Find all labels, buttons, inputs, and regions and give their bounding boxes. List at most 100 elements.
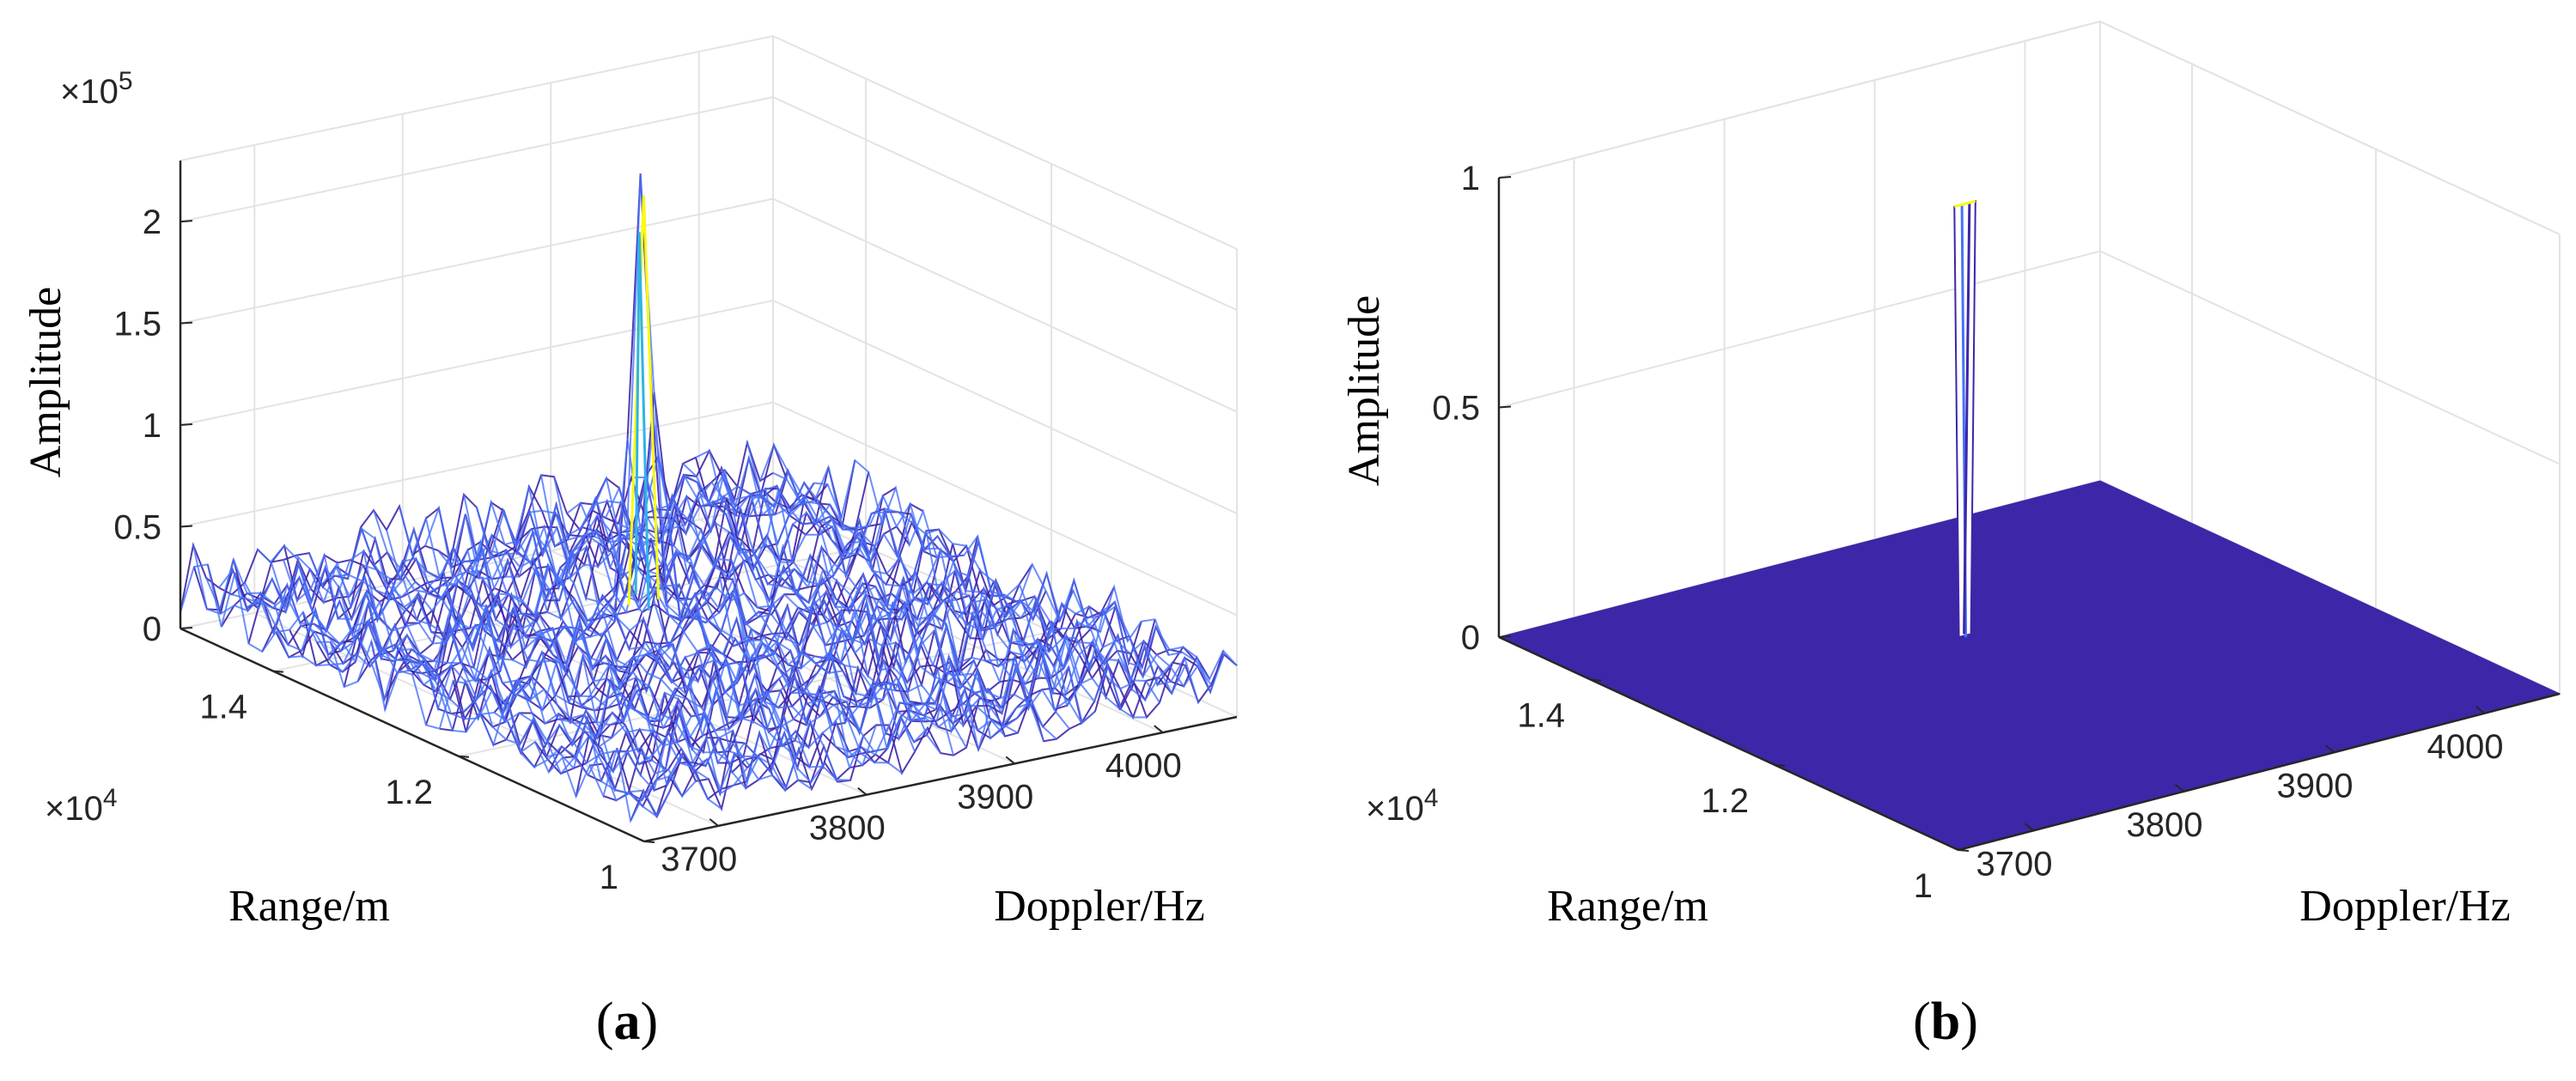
chart-a-mesh-column bbox=[643, 457, 1109, 708]
chart-b-x-tick bbox=[2475, 705, 2486, 714]
chart-a-surface bbox=[180, 173, 1238, 824]
chart-b-z-tick-label: 1 bbox=[1461, 160, 1480, 197]
chart-a-mesh-column bbox=[656, 474, 1122, 709]
chart-a-z-tick-label: 1.5 bbox=[113, 306, 161, 343]
chart-a-mesh-column bbox=[437, 513, 903, 774]
chart-a-mesh-column bbox=[772, 459, 1238, 681]
chart-a-mesh-column bbox=[257, 549, 722, 810]
chart-a-mesh-column bbox=[424, 504, 890, 759]
chart-a-mesh-column bbox=[566, 501, 1032, 729]
chart-b-x-tick bbox=[2024, 823, 2035, 832]
chart-a-mesh-column bbox=[399, 506, 864, 770]
chart-b-x-tick-label: 3900 bbox=[2277, 767, 2354, 805]
chart-b-surface bbox=[1497, 199, 2561, 851]
chart-b-y-tick bbox=[1774, 763, 1786, 767]
chart-a-panel-label: (a) bbox=[596, 993, 658, 1051]
chart-b-x-tick-label: 4000 bbox=[2427, 728, 2504, 766]
chart-b-y-tick bbox=[1590, 678, 1602, 682]
chart-a-ticks: 0 0.5 1 1.5 2 1 1.2 1.4 3700 3800 3900 4000 bbox=[113, 203, 1181, 896]
chart-b-z-tick bbox=[1498, 176, 1512, 179]
chart-a-mesh-column bbox=[515, 486, 980, 728]
chart-a-z-tick-label: 0.5 bbox=[113, 509, 161, 547]
chart-a-mesh-column bbox=[386, 525, 851, 781]
chart-a-z-tick-label: 2 bbox=[143, 203, 161, 241]
chart-a-mesh-column bbox=[334, 574, 800, 793]
chart-b-peak-mark bbox=[1963, 202, 1971, 635]
chart-b-z-tick bbox=[1498, 635, 1512, 638]
chart-b-z-tick-label: 0 bbox=[1461, 619, 1480, 657]
chart-a-mesh-column bbox=[618, 494, 1083, 723]
chart-a-mesh-column bbox=[695, 449, 1160, 703]
chart-a-mesh-column bbox=[476, 173, 941, 754]
chart-a-mesh-column bbox=[450, 531, 916, 753]
chart-a-axes bbox=[179, 161, 1238, 843]
chart-a-y-tick bbox=[272, 670, 284, 673]
chart-a-mesh-column bbox=[527, 509, 993, 750]
chart-b-y-tick-label: 1.4 bbox=[1517, 697, 1565, 735]
chart-panel-a: 0 0.5 1 1.5 2 1 1.2 1.4 3700 3800 3900 4000 ×105 ×1… bbox=[21, 34, 1238, 1051]
chart-a-x-axis bbox=[643, 715, 1238, 843]
chart-b-x-tick bbox=[2324, 744, 2335, 754]
chart-a-mesh-column bbox=[682, 463, 1148, 719]
chart-a-x-tick-label: 4000 bbox=[1105, 747, 1182, 785]
chart-a-mesh-column bbox=[270, 544, 735, 792]
chart-panel-b: 0 0.5 1 1 1.2 1.4 3700 3800 3900 4000 ×104 Amplit… bbox=[1340, 20, 2561, 1051]
chart-b-x-tick-label: 3800 bbox=[2127, 806, 2203, 844]
chart-b-y-exponent: ×104 bbox=[1366, 784, 1439, 828]
chart-a-x-tick-label: 3900 bbox=[957, 778, 1033, 816]
chart-a-x-tick bbox=[709, 818, 719, 827]
chart-b-peak-top bbox=[1953, 199, 1976, 209]
chart-a-mesh-column bbox=[411, 515, 877, 768]
chart-a-mesh-column bbox=[321, 563, 787, 788]
chart-a-mesh-column bbox=[205, 556, 671, 817]
chart-b-z-gridline bbox=[1498, 20, 2561, 235]
chart-a-top-back-edge bbox=[180, 34, 1238, 250]
chart-a-y-axis bbox=[180, 627, 645, 843]
chart-a-x-tick-label: 3700 bbox=[661, 841, 737, 878]
chart-a-mesh-column bbox=[746, 442, 1212, 689]
chart-a-mesh-column bbox=[283, 552, 748, 795]
chart-b-x-tick bbox=[2174, 783, 2185, 793]
chart-a-z-axis-label: Amplitude bbox=[21, 287, 70, 477]
chart-b-surface-floor bbox=[1497, 480, 2561, 851]
chart-a-z-tick-label: 1 bbox=[143, 407, 161, 445]
chart-b-z-tick bbox=[1498, 405, 1512, 409]
chart-a-y-tick bbox=[458, 755, 470, 758]
chart-a-mesh-column bbox=[218, 568, 684, 802]
chart-a-z-tick bbox=[180, 525, 193, 528]
chart-a-x-tick bbox=[1005, 756, 1015, 765]
chart-b-y-axis-label: Range/m bbox=[1547, 882, 1708, 931]
chart-a-y-exponent: ×104 bbox=[45, 784, 118, 828]
chart-a-x-tick bbox=[1154, 725, 1164, 733]
chart-a-z-gridline bbox=[180, 401, 1238, 616]
chart-b-y-axis bbox=[1498, 635, 1959, 852]
chart-b-ticks: 0 0.5 1 1 1.2 1.4 3700 3800 3900 4000 bbox=[1432, 160, 2503, 905]
chart-b-top-back-edge bbox=[1498, 20, 2561, 235]
chart-a-y-tick bbox=[643, 841, 655, 843]
chart-a-z-tick bbox=[180, 321, 193, 325]
chart-a-x-tick bbox=[857, 786, 868, 796]
chart-b-z-gridline bbox=[1498, 250, 2561, 465]
chart-a-mesh-column bbox=[734, 495, 1199, 703]
chart-b-y-tick-label: 1.2 bbox=[1701, 782, 1749, 820]
chart-a-z-tick-label: 0 bbox=[143, 610, 161, 648]
chart-a-mesh-column bbox=[605, 475, 1070, 730]
chart-b-y-tick bbox=[1958, 849, 1970, 852]
chart-a-z-gridline bbox=[180, 299, 1238, 514]
chart-a-z-tick bbox=[180, 220, 193, 223]
chart-b-x-tick-label: 3700 bbox=[1976, 845, 2053, 883]
chart-a-y-tick-label: 1 bbox=[600, 859, 618, 896]
chart-a-peak-mark bbox=[634, 232, 650, 611]
chart-b-x-axis bbox=[1958, 692, 2561, 852]
chart-a-z-tick bbox=[180, 627, 193, 629]
chart-a-mesh-column bbox=[231, 593, 697, 799]
chart-b-x-axis-label: Doppler/Hz bbox=[2299, 882, 2510, 931]
chart-b-z-axis-label: Amplitude bbox=[1340, 295, 1389, 486]
chart-a-x-tick-label: 3800 bbox=[809, 810, 886, 847]
chart-b-panel-label: (b) bbox=[1913, 993, 1978, 1051]
chart-b-z-tick-label: 0.5 bbox=[1432, 390, 1480, 428]
chart-a-peak-mark bbox=[627, 195, 661, 606]
chart-a-mesh-column bbox=[308, 550, 774, 791]
chart-a-z-gridline bbox=[180, 197, 1238, 413]
